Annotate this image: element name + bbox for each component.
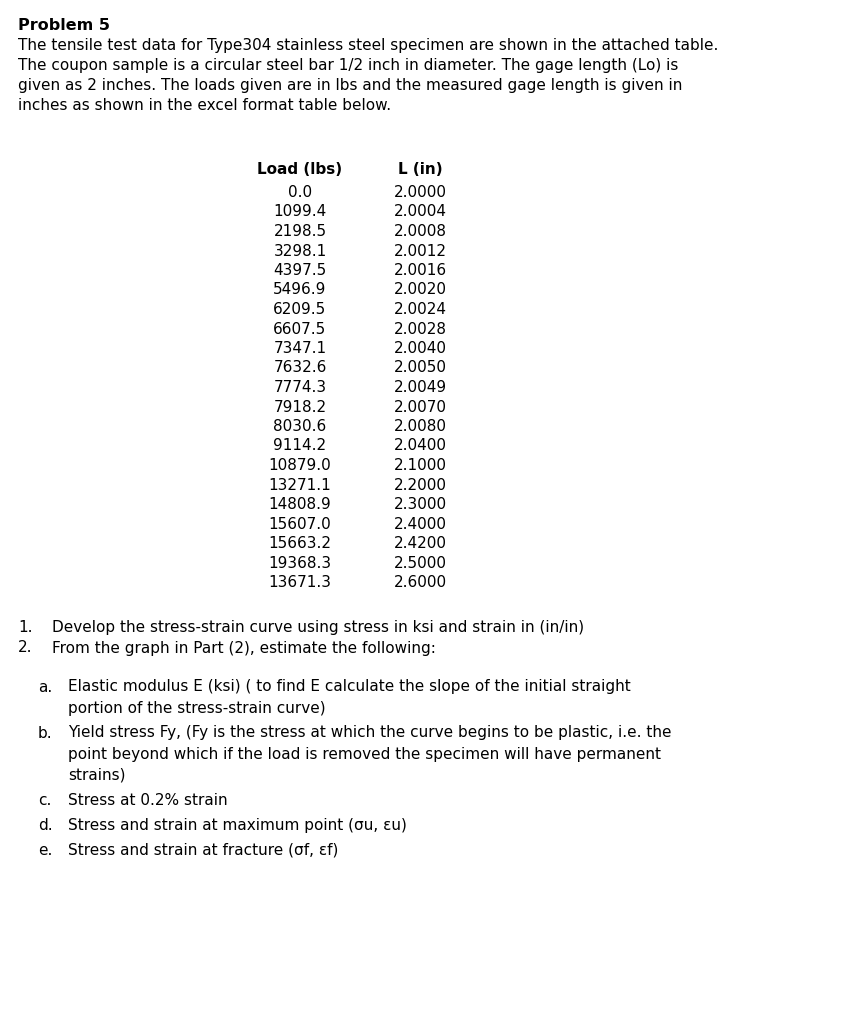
Text: 7347.1: 7347.1 — [274, 341, 326, 356]
Text: 2.0028: 2.0028 — [393, 321, 447, 336]
Text: portion of the stress-strain curve): portion of the stress-strain curve) — [68, 701, 326, 715]
Text: 1.: 1. — [18, 620, 33, 634]
Text: 2.0080: 2.0080 — [393, 419, 447, 434]
Text: Develop the stress-strain curve using stress in ksi and strain in (in/in): Develop the stress-strain curve using st… — [52, 620, 585, 634]
Text: 2.1000: 2.1000 — [393, 458, 447, 473]
Text: a.: a. — [38, 680, 52, 695]
Text: 2.5000: 2.5000 — [393, 555, 447, 570]
Text: 15663.2: 15663.2 — [268, 536, 332, 551]
Text: 2.4000: 2.4000 — [393, 517, 447, 532]
Text: 2.4200: 2.4200 — [393, 536, 447, 551]
Text: d.: d. — [38, 817, 53, 833]
Text: 15607.0: 15607.0 — [268, 517, 332, 532]
Text: 8030.6: 8030.6 — [274, 419, 326, 434]
Text: 2.2000: 2.2000 — [393, 477, 447, 492]
Text: c.: c. — [38, 792, 51, 807]
Text: 2.0020: 2.0020 — [393, 283, 447, 298]
Text: 13271.1: 13271.1 — [268, 477, 332, 492]
Text: Stress and strain at maximum point (σu, εu): Stress and strain at maximum point (σu, … — [68, 817, 407, 833]
Text: 4397.5: 4397.5 — [274, 263, 326, 278]
Text: 2.3000: 2.3000 — [393, 497, 447, 512]
Text: Problem 5: Problem 5 — [18, 18, 110, 33]
Text: 7632.6: 7632.6 — [274, 361, 326, 376]
Text: Stress and strain at fracture (σf, εf): Stress and strain at fracture (σf, εf) — [68, 843, 339, 857]
Text: 6607.5: 6607.5 — [274, 321, 326, 336]
Text: 3298.1: 3298.1 — [274, 243, 326, 258]
Text: 2.0016: 2.0016 — [393, 263, 447, 278]
Text: 9114.2: 9114.2 — [274, 439, 326, 454]
Text: 2.0040: 2.0040 — [393, 341, 447, 356]
Text: e.: e. — [38, 843, 52, 857]
Text: From the graph in Part (2), estimate the following:: From the graph in Part (2), estimate the… — [52, 640, 436, 655]
Text: Stress at 0.2% strain: Stress at 0.2% strain — [68, 792, 228, 807]
Text: 2.0024: 2.0024 — [393, 302, 447, 317]
Text: 6209.5: 6209.5 — [274, 302, 326, 317]
Text: 2198.5: 2198.5 — [274, 224, 326, 239]
Text: 13671.3: 13671.3 — [268, 575, 332, 590]
Text: 14808.9: 14808.9 — [268, 497, 332, 512]
Text: 2.0050: 2.0050 — [393, 361, 447, 376]
Text: Load (lbs): Load (lbs) — [257, 162, 343, 177]
Text: strains): strains) — [68, 768, 126, 782]
Text: given as 2 inches. The loads given are in lbs and the measured gage length is gi: given as 2 inches. The loads given are i… — [18, 78, 682, 93]
Text: 19368.3: 19368.3 — [268, 555, 332, 570]
Text: 2.0008: 2.0008 — [393, 224, 447, 239]
Text: 7918.2: 7918.2 — [274, 399, 326, 414]
Text: 7774.3: 7774.3 — [274, 380, 326, 395]
Text: 2.: 2. — [18, 640, 33, 655]
Text: 0.0: 0.0 — [288, 185, 312, 200]
Text: 2.0004: 2.0004 — [393, 205, 447, 220]
Text: 2.0012: 2.0012 — [393, 243, 447, 258]
Text: The coupon sample is a circular steel bar 1/2 inch in diameter. The gage length : The coupon sample is a circular steel ba… — [18, 58, 678, 73]
Text: 2.0400: 2.0400 — [393, 439, 447, 454]
Text: 2.6000: 2.6000 — [393, 575, 447, 590]
Text: 2.0070: 2.0070 — [393, 399, 447, 414]
Text: 2.0049: 2.0049 — [393, 380, 447, 395]
Text: Elastic modulus E (ksi) ( to find E calculate the slope of the initial straight: Elastic modulus E (ksi) ( to find E calc… — [68, 680, 630, 695]
Text: 1099.4: 1099.4 — [274, 205, 326, 220]
Text: point beyond which if the load is removed the specimen will have permanent: point beyond which if the load is remove… — [68, 747, 661, 762]
Text: 2.0000: 2.0000 — [393, 185, 447, 200]
Text: inches as shown in the excel format table below.: inches as shown in the excel format tabl… — [18, 98, 391, 113]
Text: L (in): L (in) — [397, 162, 443, 177]
Text: The tensile test data for Type304 stainless steel specimen are shown in the atta: The tensile test data for Type304 stainl… — [18, 38, 719, 53]
Text: 10879.0: 10879.0 — [268, 458, 332, 473]
Text: b.: b. — [38, 725, 53, 741]
Text: Yield stress Fy, (Fy is the stress at which the curve begins to be plastic, i.e.: Yield stress Fy, (Fy is the stress at wh… — [68, 725, 671, 741]
Text: 5496.9: 5496.9 — [274, 283, 326, 298]
